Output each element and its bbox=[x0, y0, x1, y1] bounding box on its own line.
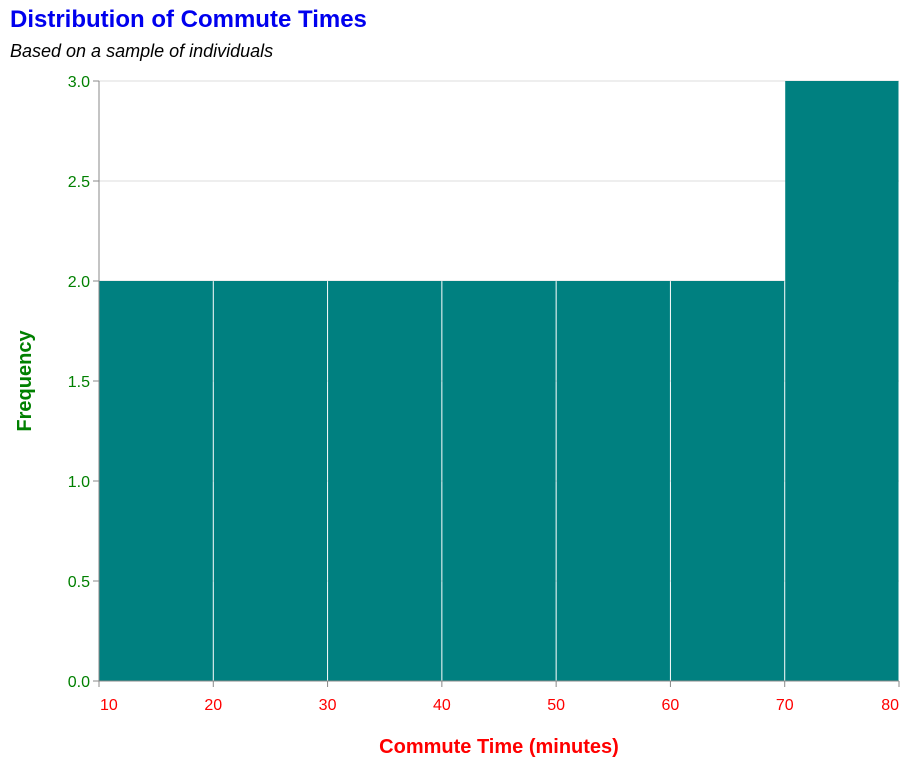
x-tick-label: 60 bbox=[662, 697, 680, 714]
x-tick-label: 70 bbox=[776, 697, 794, 714]
x-axis-ticks: 10 20 30 40 50 60 70 80 bbox=[98, 681, 900, 714]
y-tick-label: 0.5 bbox=[68, 574, 90, 591]
x-axis-title: Commute Time (minutes) bbox=[379, 736, 619, 758]
y-tick-label: 2.0 bbox=[68, 274, 90, 291]
chart-title: Distribution of Commute Times bbox=[10, 6, 367, 33]
histogram-bar bbox=[328, 281, 442, 681]
histogram-bar bbox=[213, 281, 328, 681]
x-tick-label: 80 bbox=[881, 697, 899, 714]
chart-subtitle: Based on a sample of individuals bbox=[10, 41, 274, 61]
x-tick-label: 30 bbox=[319, 697, 337, 714]
histogram-bar bbox=[556, 281, 670, 681]
y-axis-ticks: 0.0 0.5 1.0 1.5 2.0 2.5 3.0 bbox=[68, 74, 99, 691]
y-tick-label: 0.0 bbox=[68, 674, 90, 691]
histogram-bar bbox=[442, 281, 556, 681]
histogram-bar bbox=[99, 281, 213, 681]
y-tick-label: 2.5 bbox=[68, 174, 90, 191]
x-tick-label: 20 bbox=[204, 697, 222, 714]
y-tick-label: 3.0 bbox=[68, 74, 90, 91]
histogram-bars bbox=[99, 81, 899, 681]
x-tick-label: 10 bbox=[100, 697, 118, 714]
x-tick-label: 40 bbox=[433, 697, 451, 714]
y-axis-title: Frequency bbox=[14, 330, 36, 432]
histogram-bar bbox=[670, 281, 785, 681]
y-tick-label: 1.5 bbox=[68, 374, 90, 391]
y-tick-label: 1.0 bbox=[68, 474, 90, 491]
x-tick-label: 50 bbox=[547, 697, 565, 714]
histogram-bar bbox=[785, 81, 899, 681]
